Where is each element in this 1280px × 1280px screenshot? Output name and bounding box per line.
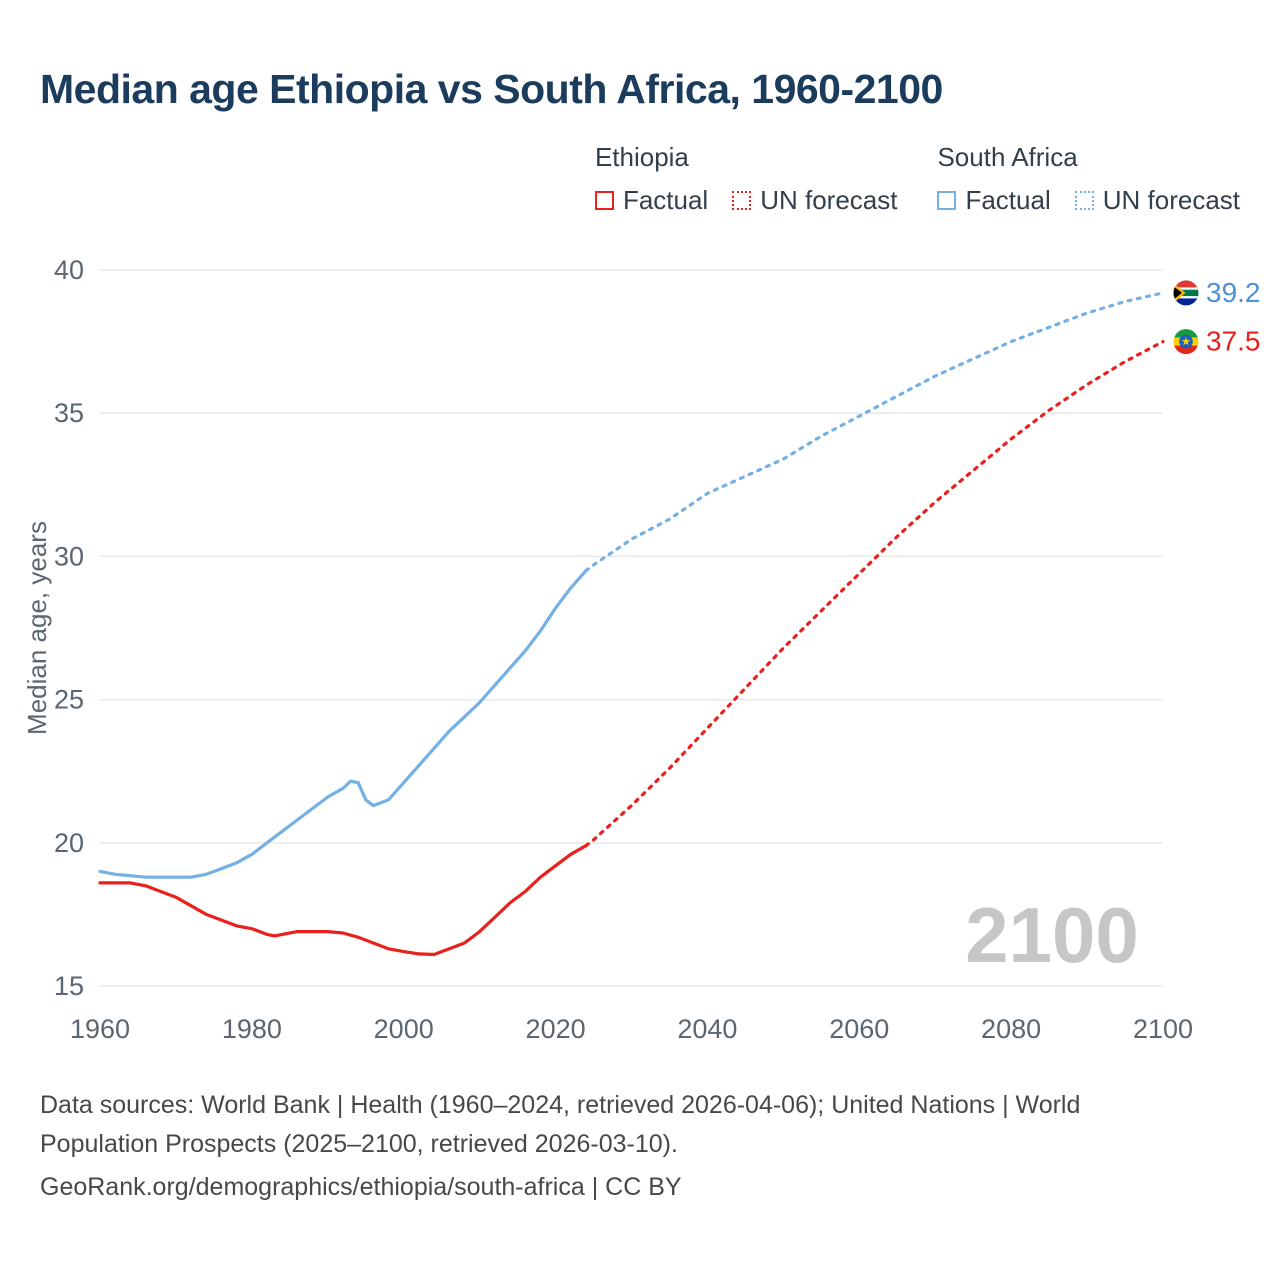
legend-row-south-africa: Factual UN forecast [937,185,1240,216]
south-africa-factual-swatch-icon [937,191,957,210]
south-africa-forecast-swatch-icon [1074,191,1094,210]
y-tick-label: 30 [54,541,84,571]
y-tick-label: 35 [54,398,84,428]
legend-row-ethiopia: Factual UN forecast [594,185,897,216]
legend-item-south-africa-factual[interactable]: Factual [937,185,1051,216]
chart-footer: Data sources: World Bank | Health (1960–… [40,1086,1165,1206]
legend-label-forecast: UN forecast [760,185,898,215]
x-tick-label: 2020 [526,1014,586,1044]
x-tick-label: 2080 [981,1014,1041,1044]
y-tick-label: 20 [54,828,84,858]
chart-title: Median age Ethiopia vs South Africa, 196… [40,66,943,112]
legend-group-title-ethiopia: Ethiopia [594,142,689,172]
legend-item-ethiopia-forecast[interactable]: UN forecast [732,185,897,216]
legend-label-forecast: UN forecast [1102,185,1240,215]
y-tick-label: 25 [54,685,84,715]
legend-item-ethiopia-factual[interactable]: Factual [594,185,709,216]
legend-group-ethiopia: Ethiopia Factual UN forecast [594,142,897,216]
ethiopia-factual-swatch-icon [594,191,614,210]
y-tick-label: 15 [54,971,84,1001]
ethiopia-end-value-label: 37.5 [1206,326,1261,357]
ethiopia-forecast-swatch-icon [732,191,752,210]
ethiopia-forecast-line [584,340,1165,848]
legend-group-title-south-africa: South Africa [937,142,1078,172]
x-tick-label: 2040 [677,1014,737,1044]
ethiopia-factual-line [98,844,588,957]
south-africa-forecast-line [584,291,1165,573]
x-tick-label: 2060 [829,1014,889,1044]
watermark-year: 2100 [965,891,1139,979]
y-axis-title: Median age, years [22,521,52,735]
south-africa-factual-line [98,569,588,879]
legend-label-factual: Factual [965,185,1051,215]
ethiopia-flag-icon [1173,329,1199,355]
x-tick-label: 2000 [374,1014,434,1044]
y-tick-label: 40 [54,255,84,285]
south-africa-end-value-label: 39.2 [1206,277,1261,308]
south-africa-flag-icon [1173,280,1199,306]
data-sources-text: Data sources: World Bank | Health (1960–… [40,1091,1081,1158]
x-tick-label: 2100 [1133,1014,1193,1044]
x-tick-label: 1980 [222,1014,282,1044]
legend-item-south-africa-forecast[interactable]: UN forecast [1074,185,1240,216]
x-tick-label: 1960 [70,1014,130,1044]
legend-group-south-africa: South Africa Factual UN forecast [937,142,1240,216]
attribution-text: GeoRank.org/demographics/ethiopia/south-… [40,1172,682,1201]
legend-label-factual: Factual [622,185,709,215]
legend: Ethiopia Factual UN forecast South Afric… [594,142,1240,216]
